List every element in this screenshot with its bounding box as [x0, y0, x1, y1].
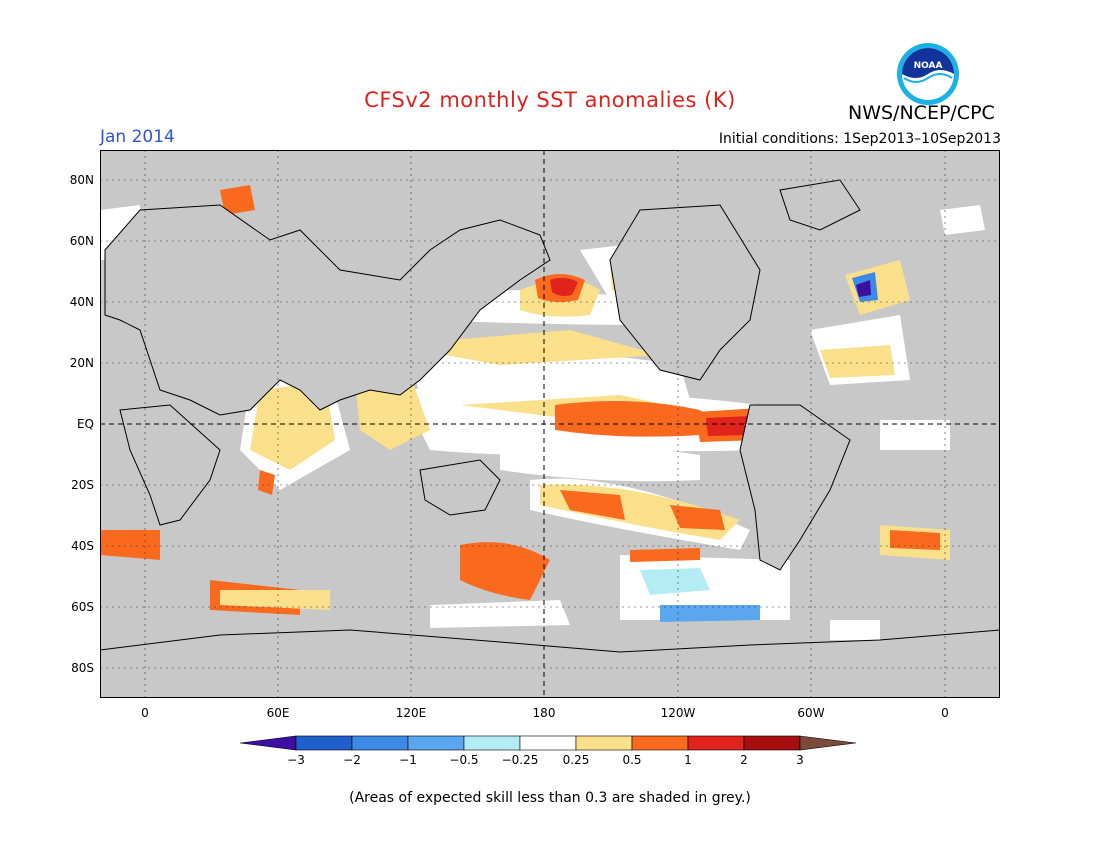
anomaly-patch	[560, 490, 625, 520]
colorbar-labels: −3 −2 −1 −0.5 −0.25 0.25 0.5 1 2 3	[287, 753, 804, 767]
antarctica-land	[100, 629, 1000, 698]
anomaly-patch	[555, 401, 710, 437]
colorbar-swatch	[799, 735, 857, 751]
australia-land	[419, 459, 501, 516]
noaa-logo: NOAA	[897, 43, 959, 105]
anomaly-patch	[630, 548, 700, 562]
lat-label: 40S	[71, 539, 94, 553]
eurasia-africa-land	[104, 204, 551, 416]
colorbar-swatch	[519, 735, 577, 751]
logo-text: NOAA	[914, 61, 943, 71]
colorbar-swatch	[743, 735, 801, 751]
anomaly-patch	[430, 600, 570, 628]
anomaly-patch	[640, 568, 710, 595]
anomaly-patch	[355, 375, 430, 450]
agency-label: NWS/NCEP/CPC	[848, 102, 995, 124]
colorbar: −3 −2 −1 −0.5 −0.25 0.25 0.5 1 2 3	[240, 735, 857, 767]
lat-label: 80N	[70, 173, 94, 187]
anomaly-patch	[100, 530, 160, 560]
lat-label: 20N	[70, 356, 94, 370]
forecast-month: Jan 2014	[100, 127, 175, 147]
colorbar-label: 1	[684, 753, 692, 767]
greenland-land	[779, 179, 861, 231]
anomaly-patch	[410, 351, 690, 404]
colorbar-label: −3	[287, 753, 305, 767]
anomaly-patch	[500, 446, 700, 482]
colorbar-swatch	[575, 735, 633, 751]
anomaly-patch	[890, 530, 940, 550]
lon-label: 120W	[661, 706, 696, 720]
sst-anomaly-map	[100, 150, 1000, 698]
colorbar-label: 0.25	[563, 753, 590, 767]
lon-label: 120E	[396, 706, 427, 720]
lon-label: 60W	[797, 706, 824, 720]
lat-label: 60S	[71, 600, 94, 614]
longitude-axis: 0 60E 120E 180 120W 60W 0	[141, 706, 949, 720]
anomaly-patch	[460, 542, 550, 600]
graticule	[100, 150, 1000, 698]
anomaly-patch	[706, 416, 750, 436]
lon-label: 180	[533, 706, 556, 720]
colorbar-label: −0.5	[449, 753, 478, 767]
anomaly-patch	[880, 420, 950, 450]
colorbar-swatches	[240, 735, 857, 751]
colorbar-swatch	[687, 735, 745, 751]
anomaly-patch	[856, 280, 871, 297]
lat-label: 80S	[71, 661, 94, 675]
anomaly-patch	[390, 330, 660, 365]
north-america-land	[609, 204, 761, 381]
skill-footnote: (Areas of expected skill less than 0.3 a…	[349, 790, 751, 806]
colorbar-label: −0.25	[502, 753, 539, 767]
colorbar-swatch	[295, 735, 353, 751]
initial-conditions: Initial conditions: 1Sep2013–10Sep2013	[718, 131, 1001, 147]
map-title: CFSv2 monthly SST anomalies (K)	[364, 88, 736, 112]
colorbar-swatch	[351, 735, 409, 751]
map-border	[100, 150, 1000, 698]
colorbar-label: −2	[343, 753, 361, 767]
anomaly-patch	[830, 620, 880, 640]
south-america-land	[739, 404, 851, 571]
anomaly-patch	[550, 277, 578, 296]
anomaly-patch	[220, 185, 255, 215]
latitude-axis: 80N 60N 40N 20N EQ 20S 40S 60S 80S	[70, 173, 94, 675]
lon-label: 0	[941, 706, 949, 720]
lon-label: 60E	[267, 706, 290, 720]
colorbar-label: 0.5	[622, 753, 641, 767]
anomaly-patch	[660, 605, 760, 622]
colorbar-label: −1	[399, 753, 417, 767]
anomaly-patch	[820, 345, 895, 378]
colorbar-swatch	[631, 735, 689, 751]
colorbar-label: 2	[740, 753, 748, 767]
colorbar-label: 3	[796, 753, 804, 767]
colorbar-swatch	[463, 735, 521, 751]
lon-label: 0	[141, 706, 149, 720]
anomaly-patch	[670, 505, 725, 530]
lat-label: 20S	[71, 478, 94, 492]
colorbar-swatch	[240, 735, 297, 751]
lat-label: 60N	[70, 234, 94, 248]
colorbar-swatch	[407, 735, 465, 751]
lat-label: 40N	[70, 295, 94, 309]
anomaly-patch	[258, 470, 275, 495]
anomaly-patch	[220, 590, 330, 610]
lat-label: EQ	[77, 417, 94, 431]
africa-land	[119, 404, 221, 526]
coastlines	[100, 179, 1000, 698]
anomaly-patch	[940, 205, 985, 235]
